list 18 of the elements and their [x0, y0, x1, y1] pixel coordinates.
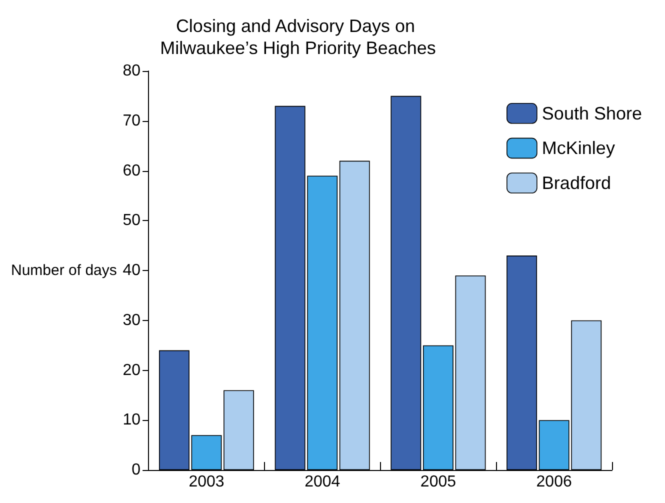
x-tick-label: 2004 [304, 474, 340, 490]
y-tick-label: 0 [132, 462, 141, 478]
y-axis-title: Number of days [10, 262, 117, 279]
legend-label: Bradford [542, 173, 611, 193]
x-tick-label: 2003 [188, 474, 224, 490]
y-tick-label: 70 [122, 112, 141, 130]
y-tick-label: 10 [122, 412, 141, 429]
x-tick-label: 2005 [420, 474, 456, 490]
y-tick-label: 20 [122, 362, 141, 379]
y-tick-label: 50 [122, 212, 141, 230]
y-tick-label: 80 [122, 62, 141, 80]
y-tick-label: 60 [122, 162, 141, 180]
y-tick-label: 40 [122, 262, 141, 279]
y-tick-label: 30 [122, 312, 141, 329]
chart-title: Closing and Advisory Days on Milwaukee’s High Priority Beaches [160, 16, 436, 58]
legend-label: McKinley [542, 138, 615, 158]
x-tick-label: 2006 [536, 474, 572, 490]
legend-label: South Shore [542, 103, 642, 124]
